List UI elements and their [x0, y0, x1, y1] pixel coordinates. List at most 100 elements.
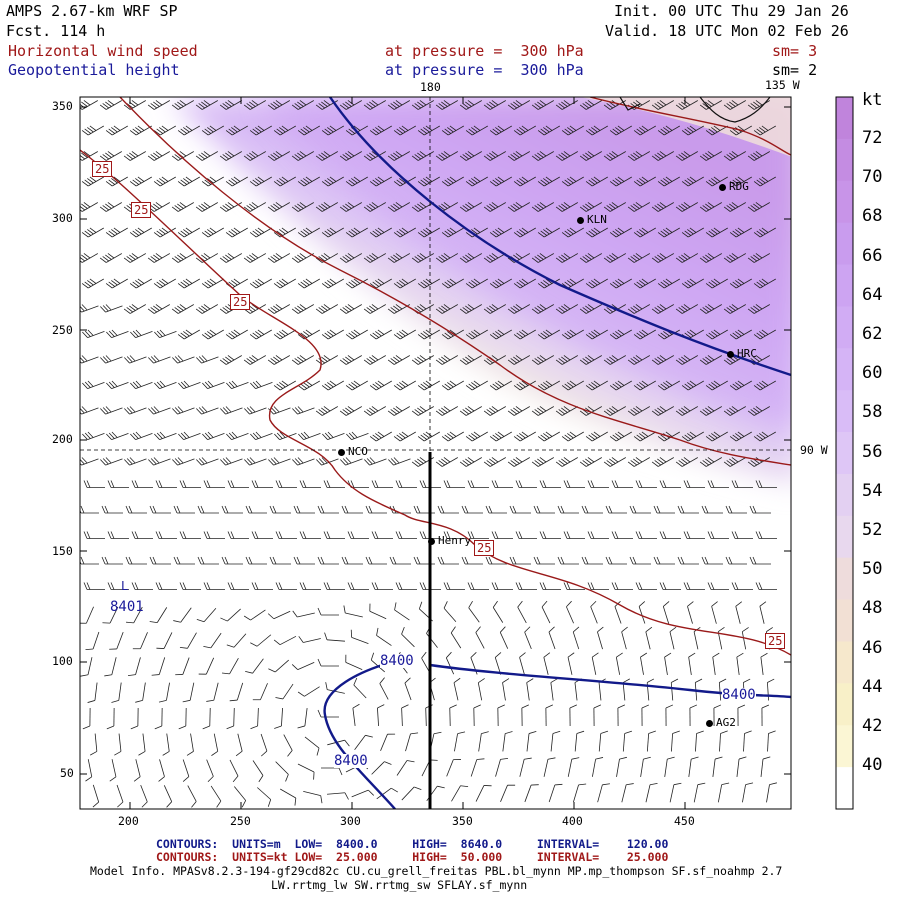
wind-barb — [513, 431, 536, 442]
colorbar-segment — [836, 264, 853, 307]
isotach-label: 25 — [765, 633, 786, 649]
wind-barb — [747, 100, 770, 110]
wind-barb — [131, 531, 153, 539]
wind-speed-core — [260, 97, 791, 428]
wind-barb — [701, 556, 723, 565]
wind-barb — [627, 304, 650, 314]
wind-barb — [100, 355, 123, 364]
wind-barb — [101, 505, 123, 514]
wind-barb — [249, 227, 272, 238]
wind-barb — [651, 406, 674, 416]
wind-barb — [509, 505, 531, 514]
wind-barb — [659, 582, 681, 590]
wind-barb — [657, 329, 680, 340]
wind-barb — [127, 657, 141, 677]
footer-units-kt: UNITS=kt — [232, 850, 288, 864]
wind-barb — [723, 151, 746, 161]
wind-barb — [760, 652, 768, 675]
footer-units-m: UNITS=m — [232, 837, 281, 851]
station-henry: Henry — [428, 535, 471, 546]
wind-barb — [513, 278, 536, 289]
wind-barb — [467, 531, 489, 539]
wind-barb — [82, 329, 105, 338]
wind-barb — [465, 380, 488, 391]
wind-barb — [182, 759, 190, 782]
footer-model-info: Model Info. MPASv8.2.3-194-gf29cd82c CU.… — [90, 864, 783, 878]
wind-barb — [252, 683, 268, 701]
wind-barb — [363, 202, 386, 212]
station-kln: KLN — [577, 214, 607, 225]
wind-barb — [459, 151, 482, 161]
field2-title: Geopotential height — [8, 61, 180, 79]
wind-barb — [569, 704, 578, 727]
init-time: Init. 00 UTC Thu 29 Jan 26 — [614, 2, 849, 20]
wind-barb — [132, 632, 148, 650]
wind-barb — [155, 582, 177, 590]
wind-barb — [107, 480, 129, 488]
wind-barb — [723, 304, 746, 314]
wind-barb — [140, 784, 148, 808]
wind-barb — [250, 707, 259, 730]
low-marker: L — [121, 579, 129, 593]
wind-speed-weak-area — [580, 97, 791, 157]
wind-barb — [350, 629, 369, 645]
wind-barb — [731, 480, 753, 488]
wind-barb — [201, 278, 224, 289]
wind-barb — [441, 125, 464, 136]
wind-barb — [507, 355, 530, 365]
wind-barb — [705, 431, 728, 442]
wind-barb — [201, 329, 224, 340]
wind-barb — [603, 253, 626, 263]
wind-barb — [206, 759, 214, 783]
wind-barb — [609, 278, 632, 289]
wind-barb — [363, 355, 386, 365]
wind-barb — [244, 457, 267, 466]
wind-barb — [611, 531, 633, 539]
wind-barb — [755, 582, 777, 590]
wind-barb — [153, 227, 176, 238]
wind-barb — [749, 505, 771, 514]
wind-barb — [123, 151, 146, 161]
wind-barb — [303, 790, 323, 804]
wind-barb — [609, 431, 632, 442]
wind-barb — [533, 556, 555, 565]
wind-barb — [315, 406, 338, 416]
wind-barb — [499, 626, 509, 649]
wind-barb — [148, 457, 171, 466]
wind-barb — [483, 253, 506, 263]
wind-barb — [633, 278, 656, 289]
wind-barb — [379, 677, 389, 700]
wind-barb — [729, 380, 752, 391]
wind-barb — [729, 227, 752, 238]
wind-barb — [699, 202, 722, 212]
wind-barb — [130, 707, 139, 730]
colorbar-level-label: 54 — [862, 480, 883, 501]
wind-barb — [339, 100, 362, 110]
wind-barb — [220, 608, 241, 622]
wind-barb — [585, 431, 608, 442]
height-contour-8400-east — [429, 663, 791, 699]
wind-barb — [321, 278, 344, 289]
wind-barb — [485, 505, 507, 514]
wind-barb — [454, 731, 466, 752]
wind-barb — [519, 757, 532, 777]
wind-barb — [198, 657, 215, 675]
wind-barb — [555, 457, 578, 467]
wind-barb — [401, 786, 422, 801]
wind-barb — [267, 304, 290, 314]
wind-barb — [622, 678, 631, 701]
colorbar-unit: kt — [862, 90, 883, 110]
wind-barb — [369, 380, 392, 391]
wind-barb — [693, 782, 706, 803]
wind-barb — [325, 682, 345, 694]
plot-frame — [79, 96, 792, 810]
wind-barb — [513, 227, 536, 238]
wind-barb — [235, 733, 243, 757]
wind-barb — [468, 600, 480, 623]
x-tick-250: 250 — [230, 814, 251, 828]
wind-barb — [297, 278, 320, 289]
wind-barb — [299, 582, 321, 590]
wind-barb — [417, 278, 440, 289]
wind-barb — [249, 329, 272, 340]
wind-barb — [149, 505, 171, 514]
